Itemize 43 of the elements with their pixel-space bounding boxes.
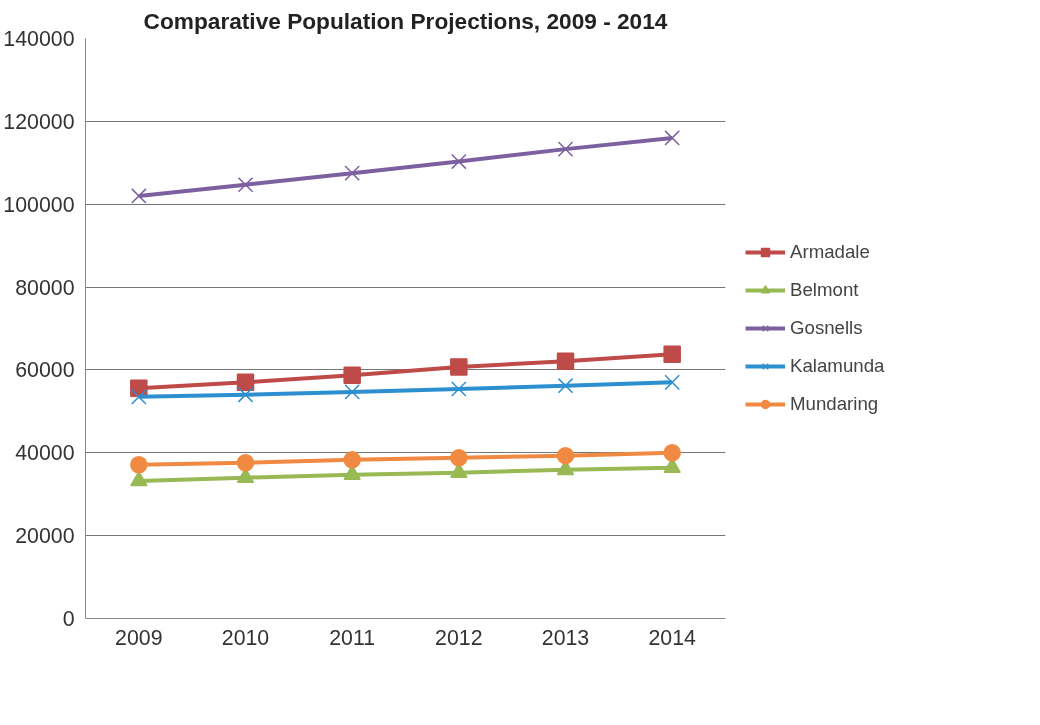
point xyxy=(237,176,254,193)
point xyxy=(663,444,681,462)
y-tick-label: 0 xyxy=(62,607,75,631)
point xyxy=(237,386,254,403)
point xyxy=(344,384,360,400)
legend-label: Mundaring xyxy=(790,393,879,415)
y-tick-label: 120000 xyxy=(3,109,75,134)
point xyxy=(344,165,360,181)
point xyxy=(450,358,468,376)
y-tick-label: 60000 xyxy=(15,358,75,383)
point xyxy=(343,451,361,469)
y-tick-label: 100000 xyxy=(3,192,75,217)
x-tick-label: 2013 xyxy=(541,625,590,650)
legend-label: Kalamunda xyxy=(790,355,885,377)
point xyxy=(557,141,574,157)
y-tick-label: 20000 xyxy=(15,524,75,549)
chart-title: Comparative Population Projections, 2009 - 2014 xyxy=(143,7,668,34)
x-tick-label: 2014 xyxy=(648,625,697,650)
x-tick-label: 2010 xyxy=(221,625,270,650)
point xyxy=(131,188,147,204)
point xyxy=(556,352,575,370)
point xyxy=(664,130,680,146)
point xyxy=(130,456,148,474)
point xyxy=(236,373,255,392)
y-tick-label: 40000 xyxy=(15,441,75,466)
point xyxy=(451,153,467,170)
point xyxy=(664,374,680,391)
point xyxy=(236,453,255,472)
point xyxy=(131,389,147,405)
point xyxy=(343,366,361,385)
legend-label: Belmont xyxy=(790,279,859,301)
point xyxy=(451,381,467,397)
x-tick-label: 2011 xyxy=(329,625,376,650)
point xyxy=(557,377,574,394)
x-tick-label: 2009 xyxy=(115,625,163,650)
legend-label: Armadale xyxy=(790,241,870,263)
x-tick-label: 2012 xyxy=(435,625,483,650)
legend-label: Gosnells xyxy=(790,317,863,339)
point xyxy=(450,449,468,467)
y-tick-label: 80000 xyxy=(15,275,75,300)
point xyxy=(556,446,575,465)
point xyxy=(663,345,681,363)
y-tick-label: 140000 xyxy=(3,27,75,51)
